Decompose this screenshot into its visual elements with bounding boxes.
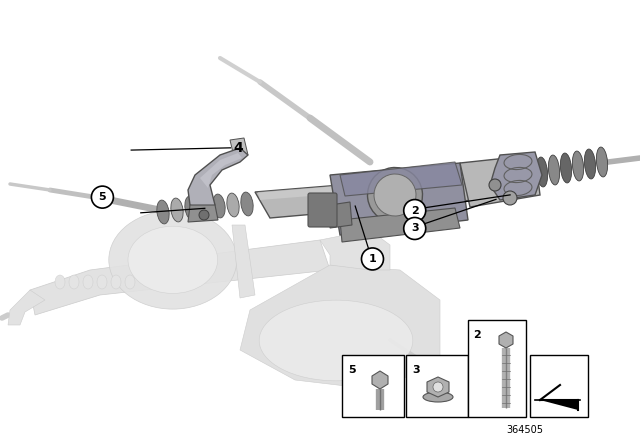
Polygon shape <box>330 163 468 235</box>
Ellipse shape <box>213 194 225 218</box>
Ellipse shape <box>536 157 548 187</box>
Ellipse shape <box>97 275 107 289</box>
Text: 5: 5 <box>348 365 356 375</box>
Polygon shape <box>499 332 513 348</box>
Ellipse shape <box>584 149 596 179</box>
Polygon shape <box>490 152 542 200</box>
Text: 5: 5 <box>99 192 106 202</box>
Polygon shape <box>427 377 449 397</box>
Bar <box>530 355 588 417</box>
Text: 3: 3 <box>411 224 419 233</box>
Ellipse shape <box>259 300 413 381</box>
Polygon shape <box>320 230 390 270</box>
Polygon shape <box>340 208 460 242</box>
Ellipse shape <box>128 226 218 293</box>
Circle shape <box>199 210 209 220</box>
Polygon shape <box>372 371 388 389</box>
Ellipse shape <box>111 275 121 289</box>
Bar <box>406 355 468 417</box>
Polygon shape <box>200 153 242 188</box>
Circle shape <box>404 217 426 240</box>
Ellipse shape <box>596 147 607 177</box>
Circle shape <box>489 179 501 191</box>
Polygon shape <box>540 400 578 410</box>
Circle shape <box>404 199 426 222</box>
Ellipse shape <box>83 275 93 289</box>
Polygon shape <box>460 155 540 207</box>
Text: 1: 1 <box>369 254 376 264</box>
FancyBboxPatch shape <box>308 193 337 227</box>
Ellipse shape <box>548 155 559 185</box>
Polygon shape <box>188 205 218 222</box>
Ellipse shape <box>241 192 253 216</box>
Ellipse shape <box>125 275 135 289</box>
Circle shape <box>503 191 517 205</box>
Ellipse shape <box>423 392 453 402</box>
Ellipse shape <box>185 196 197 220</box>
Bar <box>342 355 404 417</box>
Circle shape <box>92 186 113 208</box>
Polygon shape <box>340 162 462 196</box>
Circle shape <box>433 382 443 392</box>
Text: 2: 2 <box>473 330 481 340</box>
Ellipse shape <box>69 275 79 289</box>
Polygon shape <box>330 202 352 228</box>
Ellipse shape <box>171 198 183 222</box>
Polygon shape <box>30 240 330 315</box>
Polygon shape <box>232 225 255 298</box>
Polygon shape <box>258 171 525 200</box>
Ellipse shape <box>561 153 572 183</box>
Ellipse shape <box>227 193 239 217</box>
Circle shape <box>362 248 383 270</box>
Ellipse shape <box>367 168 422 223</box>
Bar <box>468 320 526 417</box>
Polygon shape <box>240 265 440 390</box>
Ellipse shape <box>374 174 416 216</box>
Text: 2: 2 <box>411 206 419 215</box>
Polygon shape <box>188 148 248 212</box>
Ellipse shape <box>572 151 584 181</box>
Ellipse shape <box>199 195 211 219</box>
Ellipse shape <box>55 275 65 289</box>
Polygon shape <box>8 290 45 325</box>
Ellipse shape <box>109 211 237 309</box>
Text: 364505: 364505 <box>506 425 543 435</box>
Ellipse shape <box>157 200 169 224</box>
Text: 3: 3 <box>412 365 420 375</box>
Text: 4: 4 <box>234 141 243 155</box>
Polygon shape <box>255 170 530 218</box>
Polygon shape <box>230 138 248 157</box>
